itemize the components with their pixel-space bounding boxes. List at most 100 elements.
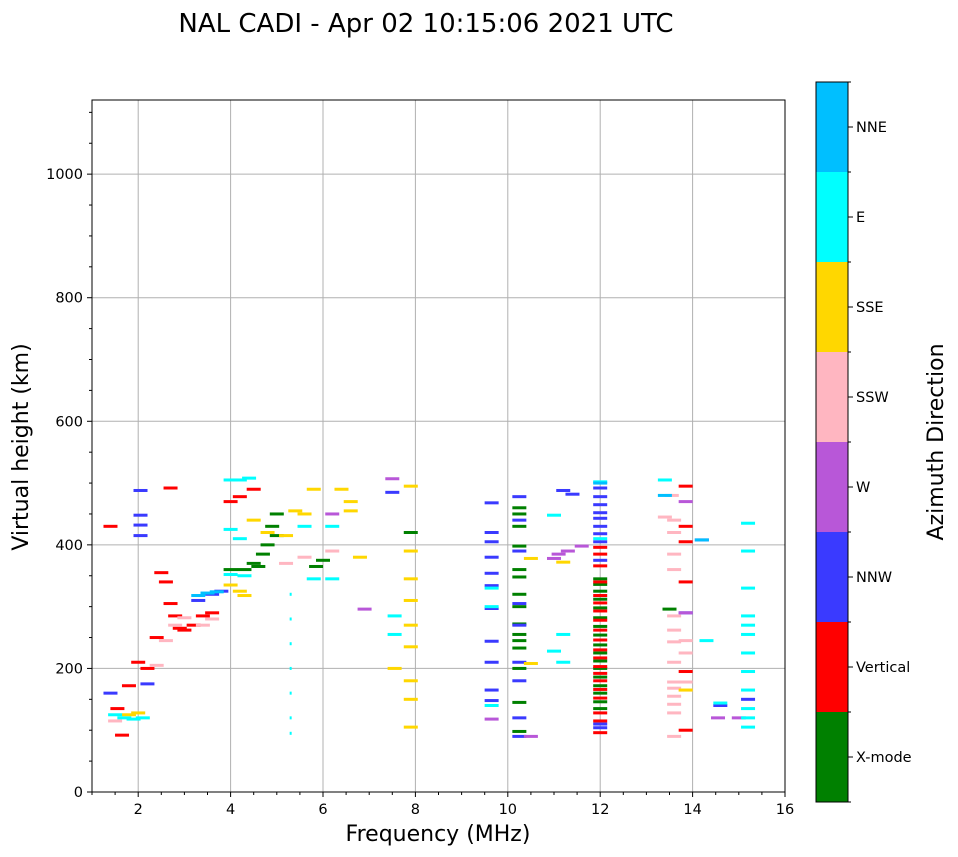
data-point bbox=[593, 558, 608, 562]
data-point bbox=[699, 639, 714, 643]
data-point bbox=[593, 597, 608, 601]
series-vertical bbox=[103, 484, 693, 737]
data-point bbox=[593, 656, 608, 660]
data-point bbox=[593, 481, 608, 485]
data-point bbox=[403, 679, 418, 683]
data-point bbox=[593, 564, 608, 568]
data-point bbox=[205, 617, 220, 621]
data-point bbox=[512, 639, 527, 643]
data-point bbox=[523, 556, 538, 560]
data-point bbox=[593, 722, 608, 726]
colorbar: X-mode Vertical NNW W SSW SSE E NNE bbox=[815, 81, 912, 803]
data-point bbox=[484, 531, 499, 534]
y-tick-label: 400 bbox=[55, 538, 83, 554]
data-point bbox=[593, 601, 608, 605]
y-tick-label: 800 bbox=[55, 291, 83, 307]
data-point bbox=[593, 687, 608, 691]
data-point bbox=[484, 571, 499, 575]
colorbar-frame bbox=[815, 81, 849, 803]
data-point bbox=[403, 725, 418, 729]
data-point bbox=[667, 568, 682, 572]
data-point bbox=[667, 552, 682, 556]
data-point bbox=[172, 626, 187, 630]
series-e bbox=[108, 476, 756, 735]
data-point bbox=[678, 500, 693, 504]
data-point bbox=[140, 682, 155, 686]
x-axis-label: Frequency (MHz) bbox=[346, 822, 531, 847]
data-point bbox=[484, 717, 499, 721]
data-point bbox=[133, 488, 148, 492]
data-point bbox=[177, 616, 192, 620]
data-point bbox=[223, 568, 238, 572]
data-point bbox=[403, 484, 418, 488]
colorbar-segment-sse bbox=[816, 262, 848, 352]
data-point bbox=[306, 487, 321, 491]
data-point bbox=[593, 707, 608, 711]
series-nnw bbox=[103, 486, 756, 738]
data-point bbox=[512, 700, 527, 704]
data-point bbox=[512, 602, 527, 606]
data-point bbox=[678, 611, 693, 615]
data-point bbox=[289, 592, 292, 596]
data-point bbox=[237, 574, 252, 578]
data-point bbox=[484, 501, 499, 505]
data-point bbox=[741, 586, 756, 590]
data-point bbox=[593, 532, 608, 536]
series-nne bbox=[191, 481, 709, 598]
data-point bbox=[279, 534, 294, 538]
data-point bbox=[512, 605, 527, 609]
data-point bbox=[223, 527, 238, 531]
data-point bbox=[512, 495, 527, 499]
colorbar-label-vertical: Vertical bbox=[856, 660, 910, 676]
data-point bbox=[678, 580, 693, 584]
data-point bbox=[265, 524, 280, 528]
data-point bbox=[667, 518, 682, 522]
data-point bbox=[484, 639, 499, 643]
data-point bbox=[108, 713, 123, 717]
data-point bbox=[741, 623, 756, 627]
data-point bbox=[565, 492, 580, 496]
data-point bbox=[269, 534, 284, 538]
data-point bbox=[163, 602, 178, 606]
data-point bbox=[512, 632, 527, 636]
data-point bbox=[678, 540, 693, 544]
series-x-mode bbox=[223, 506, 677, 733]
y-tick-label: 600 bbox=[55, 414, 83, 430]
data-point bbox=[289, 731, 292, 735]
data-point bbox=[667, 702, 682, 706]
data-point bbox=[260, 531, 275, 534]
y-axis-ticks: 0 200 400 600 800 1000 bbox=[46, 111, 92, 801]
colorbar-label-e: E bbox=[856, 210, 865, 226]
data-point bbox=[593, 675, 608, 679]
data-point bbox=[512, 679, 527, 683]
data-point bbox=[574, 544, 589, 548]
data-point bbox=[484, 606, 499, 610]
data-point bbox=[593, 659, 608, 663]
data-point bbox=[547, 556, 561, 560]
data-point bbox=[209, 590, 224, 594]
data-point bbox=[512, 592, 527, 596]
data-point bbox=[593, 691, 608, 695]
data-point bbox=[667, 628, 682, 632]
data-point bbox=[593, 589, 608, 593]
data-point bbox=[168, 614, 183, 618]
data-point bbox=[154, 571, 169, 575]
data-point bbox=[713, 704, 728, 707]
data-point bbox=[678, 484, 693, 488]
data-point bbox=[289, 666, 292, 670]
data-point bbox=[593, 552, 608, 556]
data-point bbox=[593, 643, 608, 647]
data-point bbox=[177, 628, 192, 632]
data-point bbox=[246, 561, 261, 565]
data-point bbox=[110, 707, 125, 711]
y-axis-label: Virtual height (km) bbox=[9, 343, 34, 550]
y-tick-label: 0 bbox=[74, 785, 83, 801]
data-point bbox=[289, 716, 292, 720]
x-tick-label: 10 bbox=[499, 802, 517, 818]
data-point bbox=[334, 487, 349, 491]
colorbar-segment-vertical bbox=[816, 622, 848, 712]
data-point bbox=[593, 486, 608, 490]
x-tick-label: 12 bbox=[591, 802, 609, 818]
data-point bbox=[288, 509, 303, 513]
